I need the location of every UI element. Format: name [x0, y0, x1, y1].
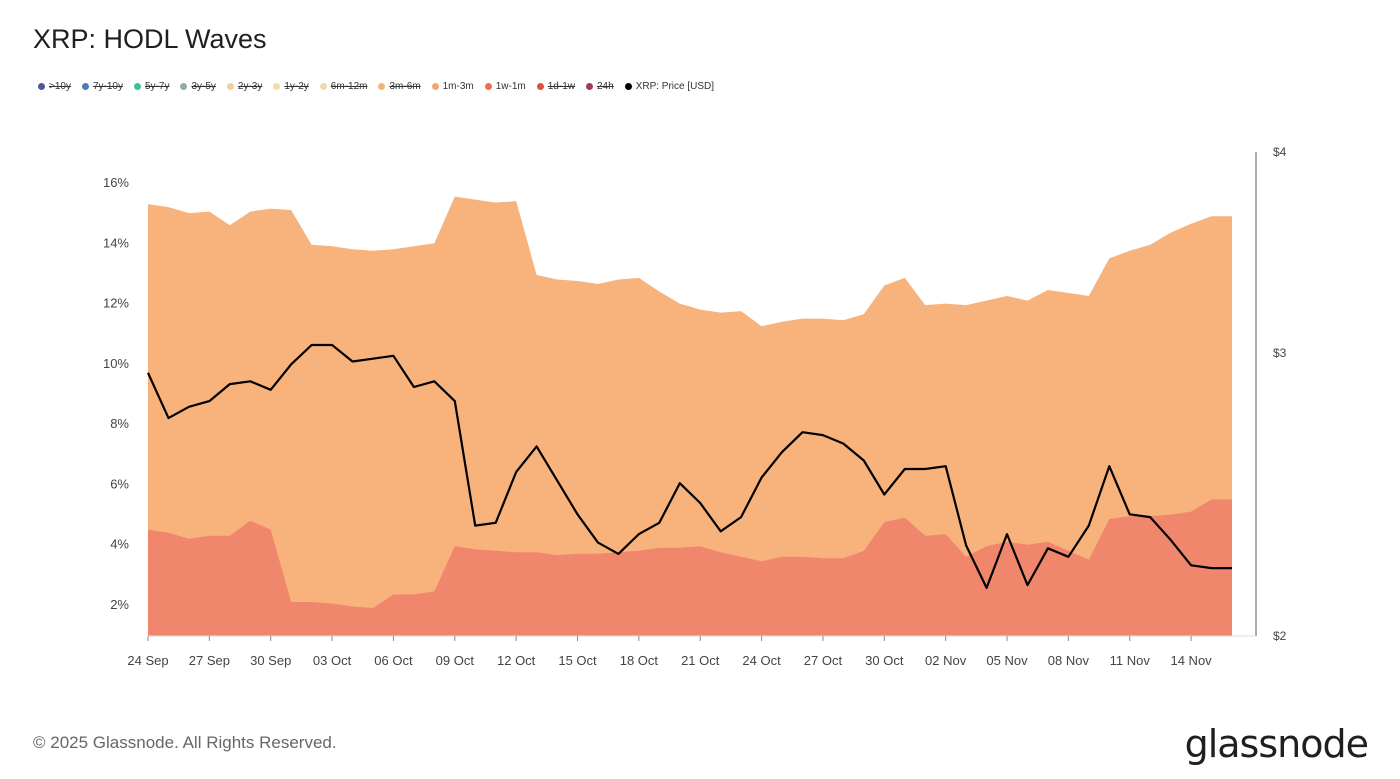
legend-swatch — [180, 83, 188, 90]
legend-swatch — [133, 83, 141, 90]
y-axis-right: $2 $3 $4 — [1273, 145, 1287, 643]
y-tick-label: 16% — [103, 175, 129, 190]
y-tick-label: 6% — [110, 476, 129, 491]
y-right-tick-label: $2 — [1273, 629, 1287, 643]
x-tick-label: 30 Sep — [250, 653, 291, 668]
y-tick-label: 14% — [103, 235, 129, 250]
copyright-footer: © 2025 Glassnode. All Rights Reserved. — [33, 733, 337, 752]
legend-item-2y-3y[interactable]: 2y-3y — [226, 81, 263, 92]
x-tick-label: 15 Oct — [558, 653, 597, 668]
legend-label: 7y-10y — [92, 81, 123, 92]
x-tick-label: 27 Oct — [804, 653, 843, 668]
legend-item-3m-6m[interactable]: 3m-6m — [378, 81, 421, 92]
legend-label: 6m-12m — [330, 81, 368, 92]
x-tick-label: 27 Sep — [189, 653, 230, 668]
y-axis-left: 2% 4% 6% 8% 10% 12% 14% 16% — [103, 175, 129, 612]
chart-legend: >10y 7y-10y 5y-7y 3y-5y 2y-3y 1y-2y 6m-12m 3m-6… — [38, 81, 725, 92]
legend-label: 3m-6m — [389, 81, 421, 92]
y-tick-label: 2% — [110, 597, 129, 612]
x-tick-label: 08 Nov — [1048, 653, 1090, 668]
y-right-tick-label: $4 — [1273, 145, 1287, 159]
glassnode-logo[interactable]: glassnode — [1184, 722, 1369, 766]
price-layer — [146, 343, 1232, 589]
legend-swatch — [81, 83, 89, 90]
legend-swatch — [378, 83, 386, 90]
legend-label: 3y-5y — [191, 81, 216, 92]
legend-label: 1m-3m — [442, 81, 474, 92]
legend-swatch — [586, 83, 593, 90]
legend-swatch — [226, 83, 234, 90]
legend-swatch — [273, 83, 281, 90]
legend-item-1y-2y[interactable]: 1y-2y — [273, 81, 309, 92]
area-1w-1m — [148, 499, 1232, 636]
legend-swatch — [624, 83, 632, 90]
y-tick-label: 4% — [110, 537, 129, 552]
x-tick-label: 24 Oct — [742, 653, 781, 668]
price-line — [146, 343, 1232, 589]
legend-item-6m-12m[interactable]: 6m-12m — [319, 81, 368, 92]
x-tick-label: 02 Nov — [925, 653, 967, 668]
legend-swatch — [536, 83, 544, 90]
legend-swatch — [431, 83, 439, 90]
legend-item-1w-1m[interactable]: 1w-1m — [484, 81, 526, 92]
x-tick-label: 30 Oct — [865, 653, 904, 668]
x-tick-label: 14 Nov — [1170, 653, 1212, 668]
y-tick-label: 8% — [110, 416, 129, 431]
legend-label: 1d-1w — [547, 81, 575, 92]
legend-label: 1w-1m — [495, 81, 526, 92]
x-tick-label: 09 Oct — [436, 653, 475, 668]
legend-label: 24h — [597, 81, 614, 92]
y-tick-label: 12% — [103, 296, 129, 311]
legend-label: XRP: Price [USD] — [635, 81, 715, 92]
legend-swatch — [38, 83, 45, 90]
x-tick-label: 18 Oct — [620, 653, 659, 668]
x-tick-label: 11 Nov — [1110, 653, 1151, 668]
legend-swatch — [484, 83, 492, 90]
legend-item-xrp-price-usd[interactable]: XRP: Price [USD] — [624, 81, 715, 92]
legend-label: 2y-3y — [237, 81, 263, 92]
legend-label: 1y-2y — [284, 81, 309, 92]
x-tick-label: 05 Nov — [986, 653, 1028, 668]
legend-item-3y-5y[interactable]: 3y-5y — [180, 81, 216, 92]
legend-item-7y-10y[interactable]: 7y-10y — [81, 81, 123, 92]
x-axis: 24 Sep 27 Sep 30 Sep 03 Oct 06 Oct 09 Oct 12 O… — [127, 636, 1212, 668]
legend-item-1d-1w[interactable]: 1d-1w — [536, 81, 575, 92]
legend-label: >10y — [49, 81, 71, 92]
legend-label: 5y-7y — [144, 81, 170, 92]
x-tick-label: 12 Oct — [497, 653, 536, 668]
chart-title: XRP: HODL Waves — [33, 24, 267, 54]
y-tick-label: 10% — [103, 356, 129, 371]
legend-item-10y[interactable]: >10y — [38, 81, 71, 92]
legend-item-24h[interactable]: 24h — [586, 81, 614, 92]
x-tick-label: 24 Sep — [127, 653, 168, 668]
x-tick-label: 06 Oct — [374, 653, 413, 668]
legend-item-5y-7y[interactable]: 5y-7y — [133, 81, 170, 92]
chart-canvas: glassnode 2%4%6%8%10%12%14%16% $2$3$4 24… — [103, 145, 1287, 668]
y-right-tick-label: $3 — [1273, 346, 1287, 360]
legend-swatch — [319, 83, 327, 90]
x-tick-label: 03 Oct — [313, 653, 352, 668]
legend-item-1m-3m[interactable]: 1m-3m — [431, 81, 474, 92]
area-layers — [148, 196, 1232, 636]
x-tick-label: 21 Oct — [681, 653, 720, 668]
